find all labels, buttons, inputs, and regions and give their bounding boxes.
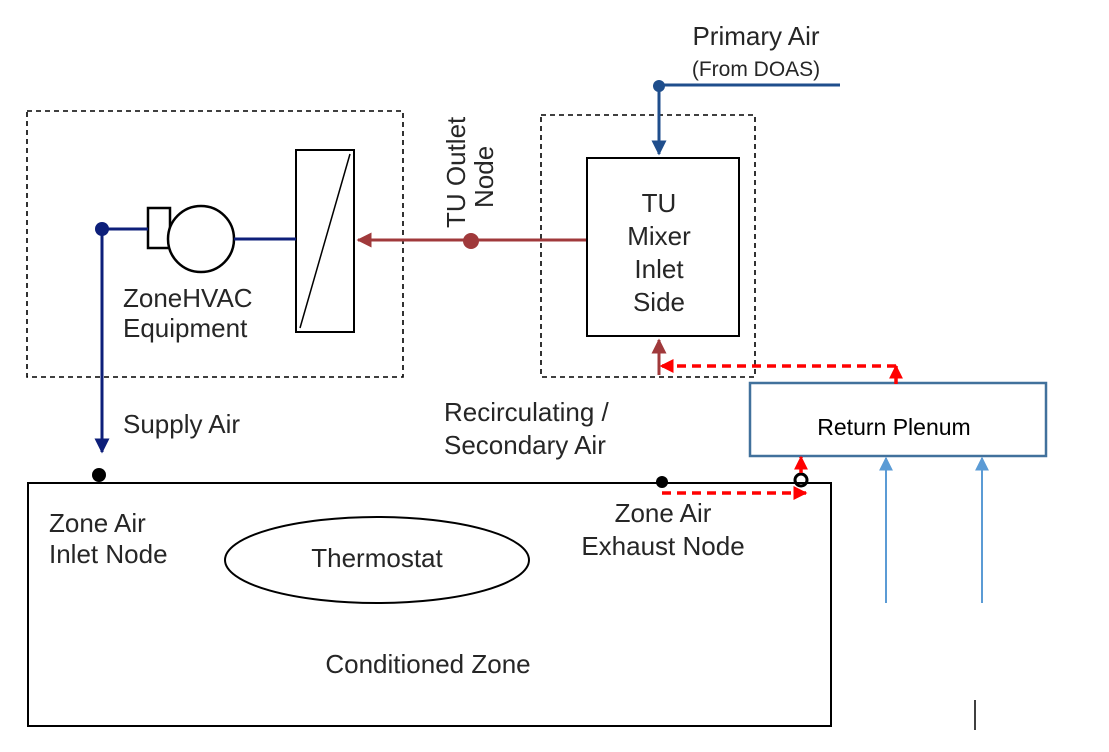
svg-text:Node: Node [469,146,499,208]
svg-text:Secondary Air: Secondary Air [444,430,606,460]
zonehvac-boundary [26,110,404,378]
supply-air-line [94,222,296,454]
svg-text:Mixer: Mixer [627,221,691,251]
svg-text:Zone Air: Zone Air [615,498,712,528]
recirculating-air-label: Recirculating / Secondary Air [444,397,610,460]
tu-mixer-boundary [540,114,756,378]
return-plenum-box [748,381,1048,458]
svg-text:Equipment: Equipment [123,313,248,343]
svg-text:ZoneHVAC: ZoneHVAC [123,283,253,313]
tu-outlet-line [356,232,667,375]
svg-text:Side: Side [633,287,685,317]
svg-text:Inlet Node: Inlet Node [49,539,168,569]
zonehvac-label: ZoneHVAC Equipment [123,283,253,343]
tu-outlet-node-label: TU Outlet Node [441,116,499,228]
from-doas-label: (From DOAS) [692,58,820,81]
zone-inlet-node-label: Zone Air Inlet Node [49,508,168,569]
primary-air-node-dot [653,80,665,92]
svg-text:Inlet: Inlet [634,254,684,284]
primary-air-line [651,80,840,156]
svg-text:TU Outlet: TU Outlet [441,116,471,228]
supply-node-dot [95,222,109,236]
thermostat-ellipse [224,516,530,604]
supply-air-label: Supply Air [123,409,240,439]
return-plenum-label: Return Plenum [817,414,970,440]
tu-outlet-node-dot [463,233,479,249]
svg-text:TU: TU [642,188,677,218]
svg-text:Exhaust Node: Exhaust Node [581,531,744,561]
zone-exhaust-node-label: Zone Air Exhaust Node [581,498,744,561]
conditioned-zone-label: Conditioned Zone [325,649,530,679]
svg-text:Recirculating /: Recirculating / [444,397,610,427]
svg-text:Zone Air: Zone Air [49,508,146,538]
tu-mixer-label: TU Mixer Inlet Side [627,188,691,317]
primary-air-label: Primary Air [692,21,819,51]
conditioned-zone-box [27,482,832,727]
tu-mixer-box [586,157,740,337]
return-flow-dashed [659,359,903,500]
plenum-inflow-arrows [879,456,989,603]
thermostat-label: Thermostat [311,543,443,573]
zone-exhaust-node-dot [656,476,668,488]
coil-icon [295,149,355,333]
zone-inlet-node-dot [92,468,106,482]
plenum-inlet-node [793,472,809,488]
fan-icon [146,204,236,274]
